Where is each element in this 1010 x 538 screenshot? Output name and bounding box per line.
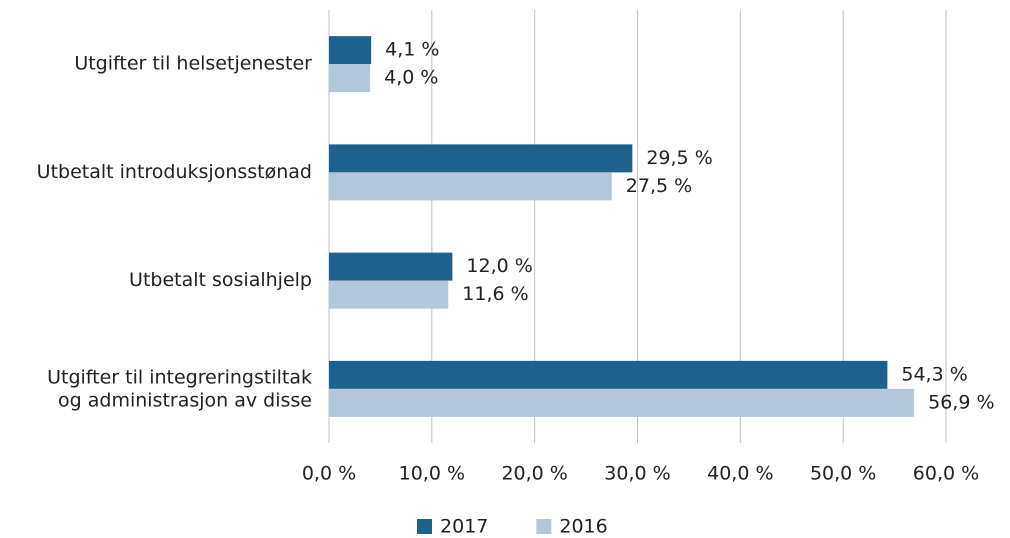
x-tick-label: 50,0 % [810,463,876,485]
value-label: 12,0 % [466,255,532,277]
category-label: Utbetalt introduksjonsstønad [37,161,312,183]
legend-swatch [536,519,552,534]
x-tick-label: 60,0 % [913,463,979,485]
category-label: Utgifter til integreringstiltak og admini… [47,366,312,411]
x-tick-label: 0,0 % [302,463,356,485]
legend-swatch [417,519,432,534]
value-label: 56,9 % [928,391,994,413]
value-label: 29,5 % [646,147,712,169]
value-label: 4,0 % [384,67,438,89]
value-label: 54,3 % [901,363,967,385]
value-label: 4,1 % [385,39,439,61]
x-tick-label: 40,0 % [707,463,773,485]
bar [329,252,453,281]
value-label: 27,5 % [626,175,692,197]
bar [329,388,915,417]
legend-label: 2017 [440,516,488,538]
bar [329,36,372,65]
bar [329,172,612,201]
category-label: Utbetalt sosialhjelp [129,269,312,291]
bar [329,360,888,389]
bar [329,64,371,93]
bar [329,144,633,173]
bar [329,280,449,309]
category-label: Utgifter til helsetjenester [74,53,312,75]
value-label: 11,6 % [462,283,528,305]
x-tick-label: 20,0 % [501,463,567,485]
x-tick-label: 30,0 % [604,463,670,485]
x-tick-label: 10,0 % [399,463,465,485]
legend-label: 2016 [559,516,607,538]
